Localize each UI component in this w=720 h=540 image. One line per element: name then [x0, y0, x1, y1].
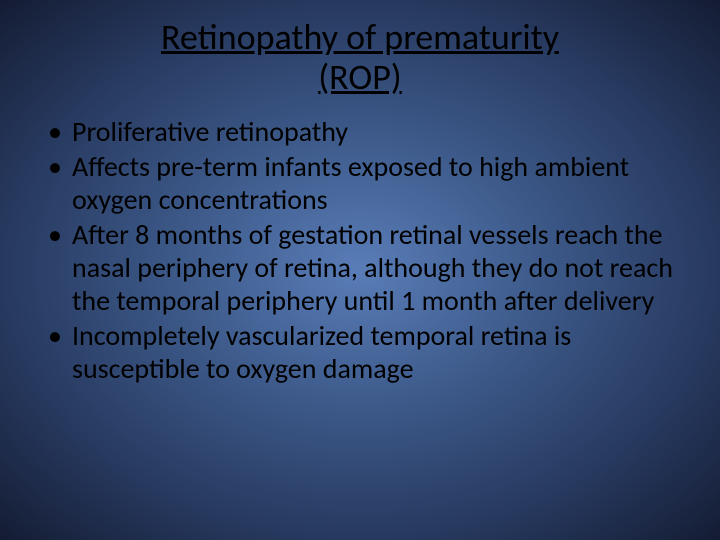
list-item: Incompletely vascularized temporal retin…: [48, 319, 690, 385]
list-item: Proliferative retinopathy: [48, 115, 690, 148]
title-line-2: (ROP): [30, 58, 690, 98]
list-item: Affects pre-term infants exposed to high…: [48, 150, 690, 216]
slide: Retinopathy of prematurity (ROP) Prolife…: [0, 0, 720, 540]
bullet-text: Incompletely vascularized temporal retin…: [72, 318, 571, 386]
bullet-list: Proliferative retinopathy Affects pre-te…: [30, 115, 690, 385]
list-item: After 8 months of gestation retinal vess…: [48, 218, 690, 317]
bullet-text: After 8 months of gestation retinal vess…: [72, 217, 673, 318]
bullet-text: Proliferative retinopathy: [72, 114, 348, 149]
slide-title: Retinopathy of prematurity (ROP): [30, 18, 690, 97]
bullet-text: Affects pre-term infants exposed to high…: [72, 149, 629, 217]
title-line-1: Retinopathy of prematurity: [30, 18, 690, 58]
